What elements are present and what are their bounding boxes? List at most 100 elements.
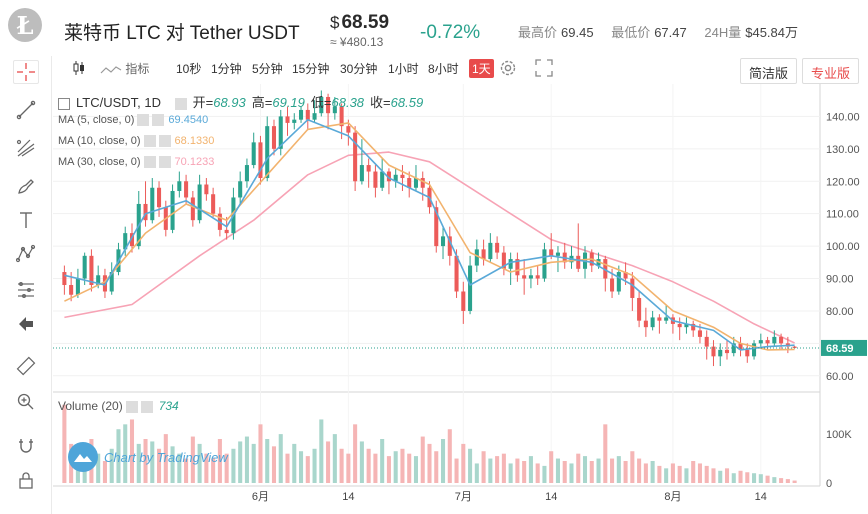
interval-1d[interactable]: 1天 [469,59,494,78]
volume-bar [190,436,195,483]
candle-body [211,194,216,214]
litecoin-logo-icon: Ł [8,8,42,42]
volume-bar [353,424,358,483]
volume-bar [211,458,216,483]
ma30-close-icon[interactable] [158,156,171,169]
volume-bar [386,456,391,483]
volume-settings-icon[interactable] [125,400,138,413]
candle-body [197,184,202,221]
stats: 最高价 69.45 最低价 67.47 24H量 $45.84万 [518,22,812,41]
volume-bar [670,463,675,483]
candle-body [326,96,331,114]
volume-bar [792,480,797,483]
trend-line-icon[interactable] [13,98,39,122]
price-tick-label: 110.00 [826,209,859,221]
tradingview-watermark[interactable]: Chart by TradingView [68,442,228,472]
volume-bar [596,458,601,483]
ma5-line [64,118,795,351]
interval-8h[interactable]: 8小时 [428,62,459,76]
volume-bar [664,468,669,483]
ma10-settings-icon[interactable] [143,135,156,148]
time-tick-label: 7月 [455,491,472,503]
candle-body [792,346,797,348]
fib-icon[interactable] [13,278,39,302]
price-tick-label: 100.00 [826,241,860,253]
zoom-in-icon[interactable] [13,390,39,414]
gear-icon[interactable] [498,58,518,81]
candle-body [765,340,770,344]
candle-body [224,229,229,234]
volume-bar [292,443,297,483]
collapse-icon[interactable] [58,97,70,110]
close-label: 收= [370,95,391,110]
magnet-icon[interactable] [13,434,39,458]
candle-body [468,265,473,311]
volume-bar [752,473,757,483]
pro-version-button[interactable]: 专业版 [802,58,860,84]
volume-legend: Volume (20) 734 [58,399,179,413]
volume-bar [102,461,107,483]
ma5-close-icon[interactable] [152,114,165,127]
interval-15m[interactable]: 15分钟 [292,62,330,76]
candle-body [630,278,635,298]
volume-close-icon[interactable] [140,400,153,413]
candle-body [129,233,135,247]
volume-bar [515,458,520,483]
lock-icon[interactable] [13,468,39,492]
candle-body [190,197,195,221]
watermark-text: Chart by TradingView [104,449,228,465]
last-price-tag-text: 68.59 [826,343,854,355]
candle-body [305,109,310,120]
brush-icon[interactable] [13,174,39,198]
candle-body [420,178,425,188]
candle-body [359,165,364,182]
pitchfork-icon[interactable] [13,136,39,160]
volume-bar [691,461,696,483]
settings-icon[interactable] [174,97,187,110]
volume-bar [576,453,581,483]
pattern-icon[interactable] [13,242,39,266]
price-box: $68.59 ≈ ¥480.13 [330,12,389,49]
volume-bar [143,439,148,483]
candle-body [400,174,405,179]
back-arrow-icon[interactable] [13,312,39,336]
simple-version-button[interactable]: 简洁版 [740,58,798,84]
volume-bar [589,461,594,483]
tradingview-logo-icon [68,442,98,472]
low-value: 67.47 [654,25,687,40]
text-tool-icon[interactable] [13,208,39,232]
volume-bar [420,436,425,483]
low-stat: 最低价 67.47 [611,25,687,40]
ruler-icon[interactable] [13,354,39,378]
indicator-button[interactable]: 指标 [100,60,149,77]
volume-label: Volume (20) [58,399,123,413]
volume-bar [62,404,67,483]
volume-bar [738,470,743,483]
candle-body [474,249,479,266]
ma30-settings-icon[interactable] [143,156,156,169]
volume-bar [434,451,439,483]
candle-body [724,349,730,354]
candle-type-icon[interactable] [72,60,86,79]
volume-bar [393,451,398,483]
candle-body [413,178,419,188]
candle-body [285,116,290,123]
interval-10s[interactable]: 10秒 [176,62,202,76]
candle-body [332,106,337,114]
volume-bar [271,446,277,483]
low-value: 68.38 [331,95,365,110]
candle-body [752,343,757,357]
interval-1m[interactable]: 1分钟 [211,62,242,76]
crosshair-icon[interactable] [13,60,39,84]
volume-bar [555,458,560,483]
interval-1h[interactable]: 1小时 [388,62,419,76]
volume-bar [238,441,243,483]
volume-bar [224,453,229,483]
interval-5m[interactable]: 5分钟 [252,62,283,76]
interval-30m[interactable]: 30分钟 [340,62,378,76]
ma5-settings-icon[interactable] [137,114,150,127]
ma10-close-icon[interactable] [158,135,171,148]
fullscreen-icon[interactable] [534,58,554,81]
time-tick-label: 8月 [664,491,681,503]
